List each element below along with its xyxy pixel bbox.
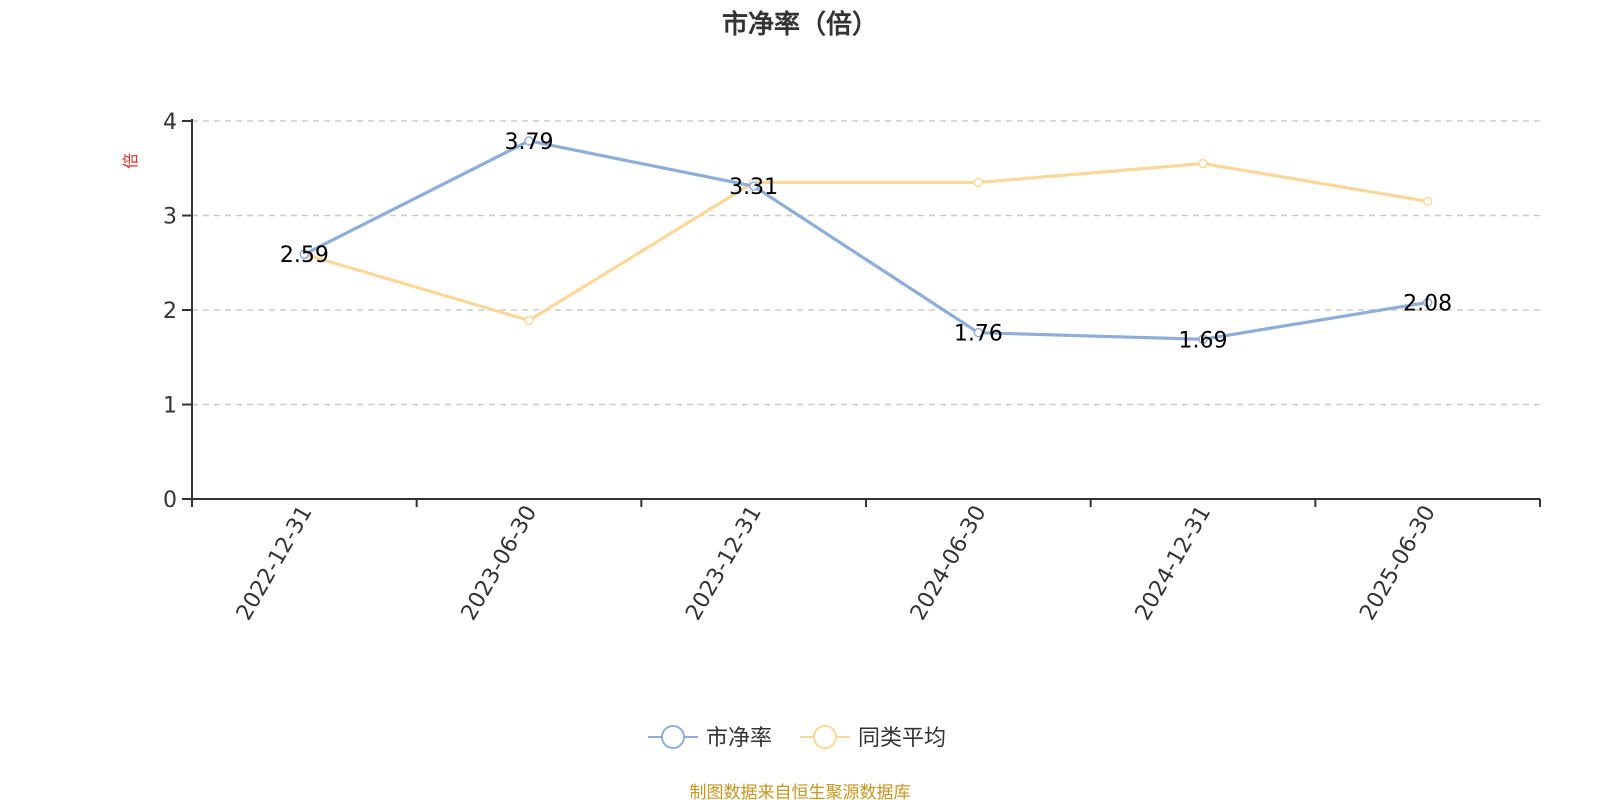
series-point [1198, 334, 1208, 345]
series-point [1422, 196, 1433, 207]
y-tick-label: 3 [163, 205, 177, 230]
series-line [303, 139, 1428, 341]
legend-label: 市净率 [706, 726, 772, 751]
data-label: 2.59 [280, 243, 329, 268]
series-point [973, 327, 984, 338]
chart-title: 市净率（倍） [722, 9, 878, 40]
grid-layer [192, 120, 1540, 406]
x-tick-label: 2024-12-31 [1131, 502, 1217, 625]
x-tick-label: 2022-12-31 [232, 502, 318, 625]
series-point [299, 249, 310, 259]
series-point [1198, 158, 1208, 169]
data-label: 3.79 [505, 130, 554, 155]
series-line [303, 161, 1428, 322]
y-axis-label: 倍 [121, 153, 140, 169]
x-tick-label: 2025-06-30 [1355, 502, 1441, 625]
y-tick-label: 4 [163, 110, 177, 135]
series-point [748, 181, 759, 191]
y-tick-label: 2 [163, 299, 177, 324]
data-label: 1.76 [954, 322, 1003, 347]
source-note: 制图数据来自恒生聚源数据库 [690, 783, 911, 800]
series-point [524, 136, 534, 146]
legend-label: 同类平均 [858, 726, 946, 751]
data-label: 2.08 [1403, 291, 1452, 316]
x-tick-label: 2023-12-31 [681, 502, 767, 625]
series-point [524, 315, 534, 326]
legend-swatch-marker [661, 725, 685, 749]
y-tick-label: 1 [163, 394, 177, 419]
axis-layer: 0 1 2 3 4 2022-12-31 2023-06-30 2023-12-31 2024-… [163, 110, 1541, 625]
legend-swatch-marker [813, 725, 837, 749]
data-label: 1.69 [1179, 328, 1228, 353]
x-tick-label: 2023-06-30 [457, 502, 543, 625]
x-tick-label: 2024-06-30 [906, 502, 992, 625]
series-point [973, 177, 984, 188]
legend: 市净率 同类平均 [648, 725, 946, 751]
series-layer [299, 136, 1433, 345]
data-label-layer: 2.59 3.79 3.31 1.76 1.69 2.08 [280, 130, 1452, 353]
y-tick-label: 0 [163, 488, 177, 513]
series-point [1422, 297, 1433, 308]
data-label: 3.31 [729, 175, 778, 200]
